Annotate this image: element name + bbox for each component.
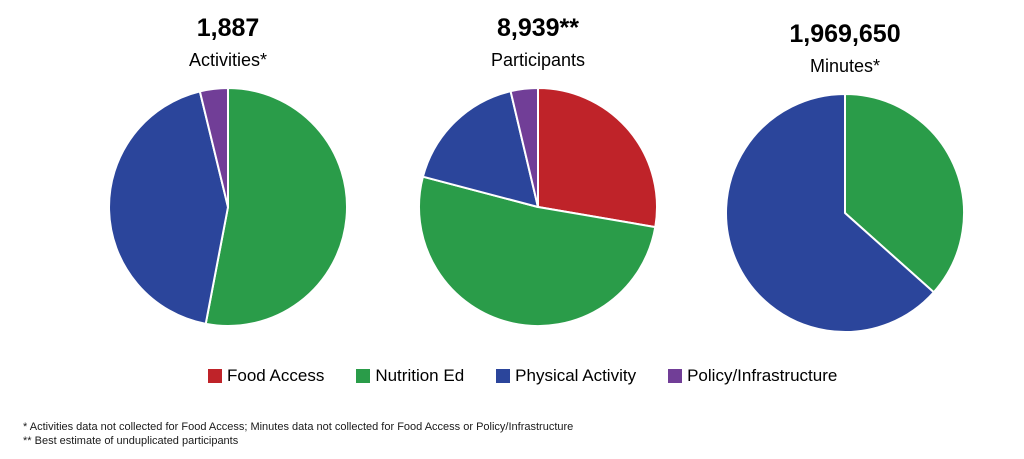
legend-swatch-nutrition-ed (356, 369, 371, 383)
legend-label-policy-infrastructure: Policy/Infrastructure (687, 366, 838, 385)
pie-slice-policy-infrastructure (509, 87, 539, 208)
legend-item-policy-infrastructure: Policy/Infrastructure (668, 366, 837, 386)
activities-label: Activities* (188, 50, 268, 70)
minutes-chart: 1,969,650 Minutes* (715, 20, 975, 334)
footnote-activities-minutes: * Activities data not collected for Food… (23, 421, 574, 433)
legend-swatch-food-access (208, 369, 222, 383)
legend: Food Access Nutrition Ed Physical Activi… (208, 366, 837, 386)
minutes-pie (725, 93, 965, 333)
participants-label: Participants (490, 50, 586, 70)
participants-chart: 8,939** Participants (408, 14, 668, 328)
pie-slice-policy-infrastructure (198, 87, 229, 208)
participants-total: 8,939** (496, 14, 580, 42)
pie-slice-physical-activity (421, 90, 539, 208)
pie-slice-physical-activity (108, 90, 229, 325)
minutes-label: Minutes* (809, 56, 881, 76)
legend-item-physical-activity: Physical Activity (496, 366, 636, 386)
footnotes: * Activities data not collected for Food… (23, 421, 573, 448)
legend-item-nutrition-ed: Nutrition Ed (356, 366, 464, 386)
activities-pie (108, 87, 348, 327)
activities-total: 1,887 (196, 14, 260, 42)
minutes-total: 1,969,650 (789, 20, 901, 48)
legend-item-food-access: Food Access (208, 366, 324, 386)
pie-slice-nutrition-ed (844, 93, 965, 294)
legend-label-food-access: Food Access (227, 366, 325, 385)
legend-swatch-policy-infrastructure (668, 369, 683, 383)
legend-swatch-physical-activity (496, 369, 511, 383)
participants-pie (418, 87, 658, 328)
pie-slice-nutrition-ed (418, 175, 657, 328)
legend-label-nutrition-ed: Nutrition Ed (375, 366, 465, 385)
legend-label-physical-activity: Physical Activity (515, 366, 637, 385)
footnote-participants: ** Best estimate of unduplicated partici… (23, 434, 239, 447)
pie-slice-nutrition-ed (204, 87, 348, 327)
pie-slice-food-access (537, 87, 658, 229)
activities-chart: 1,887 Activities* (98, 14, 358, 328)
pie-slice-physical-activity (725, 93, 935, 333)
